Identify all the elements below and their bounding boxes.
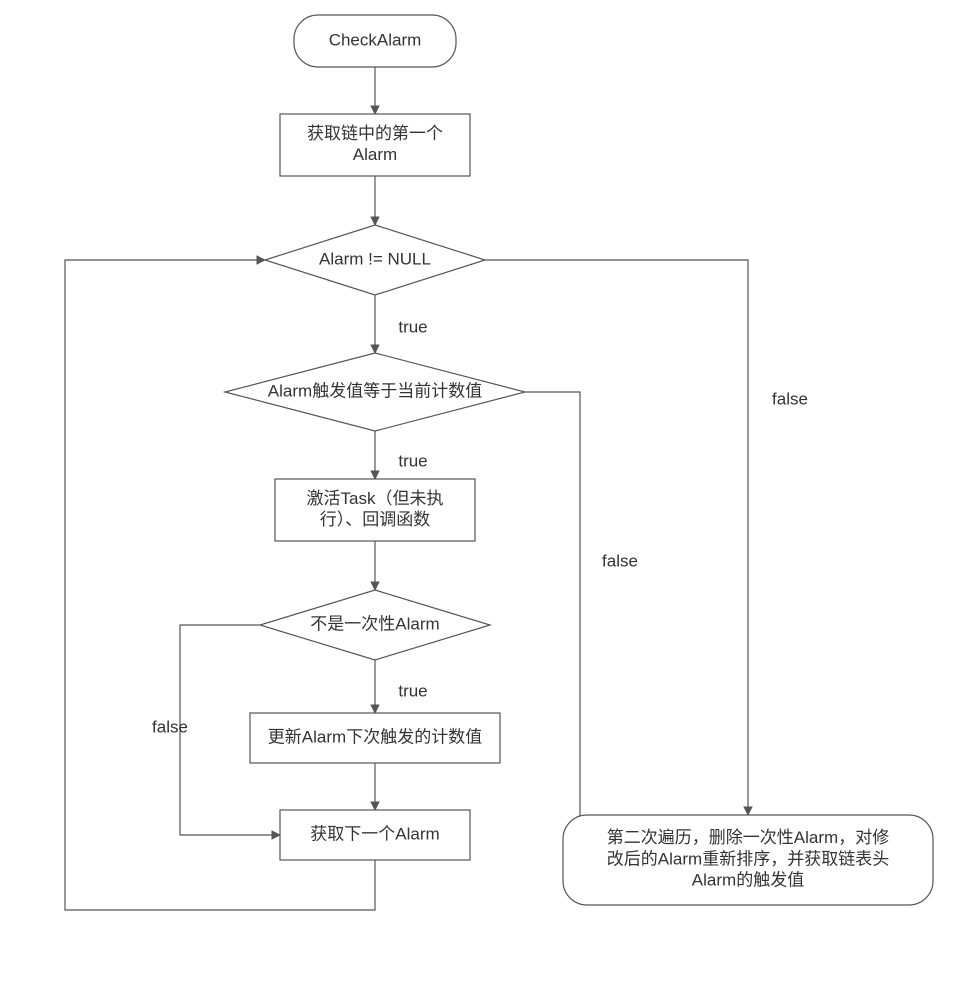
node-label: 行）、回调函数 [320, 510, 431, 529]
node-update: 更新Alarm下次触发的计数值 [250, 713, 500, 763]
edge-label: true [398, 451, 427, 470]
edge [525, 392, 580, 860]
node-label: 获取下一个Alarm [310, 824, 439, 843]
edge-label: false [152, 717, 188, 736]
node-activate: 激活Task（但未执行）、回调函数 [275, 479, 475, 541]
node-d1: Alarm != NULL [265, 225, 485, 295]
edge-label: false [602, 551, 638, 570]
node-label: Alarm的触发值 [692, 871, 804, 890]
nodes-layer: CheckAlarm 获取链中的第一个 Alarm Alarm != NULL Alar… [225, 15, 933, 905]
node-label: 第二次遍历，删除一次性Alarm，对修 [607, 828, 889, 847]
node-label: CheckAlarm [329, 30, 422, 49]
node-label: 改后的Alarm重新排序，并获取链表头 [607, 849, 889, 868]
node-label: Alarm != NULL [319, 249, 431, 268]
node-label: 不是一次性Alarm [310, 614, 439, 633]
node-label: 更新Alarm下次触发的计数值 [268, 727, 482, 746]
edge-label: true [398, 681, 427, 700]
node-getNext: 获取下一个Alarm [280, 810, 470, 860]
node-label: Alarm触发值等于当前计数值 [268, 381, 482, 400]
edge-label: false [772, 389, 808, 408]
node-d3: 不是一次性Alarm [260, 590, 490, 660]
node-getFirst: 获取链中的第一个 Alarm [280, 114, 470, 176]
node-label: 激活Task（但未执 [307, 489, 444, 508]
node-d2: Alarm触发值等于当前计数值 [225, 353, 525, 431]
node-end: 第二次遍历，删除一次性Alarm，对修改后的Alarm重新排序，并获取链表头 Al… [563, 815, 933, 905]
flowchart-canvas: true false true false true false CheckAlarm 获取链… [0, 0, 968, 1000]
node-label: 获取链中的第一个 [307, 124, 443, 143]
node-start: CheckAlarm [294, 15, 456, 67]
edge-label: true [398, 317, 427, 336]
edge [485, 260, 748, 815]
node-label: Alarm [353, 145, 397, 164]
